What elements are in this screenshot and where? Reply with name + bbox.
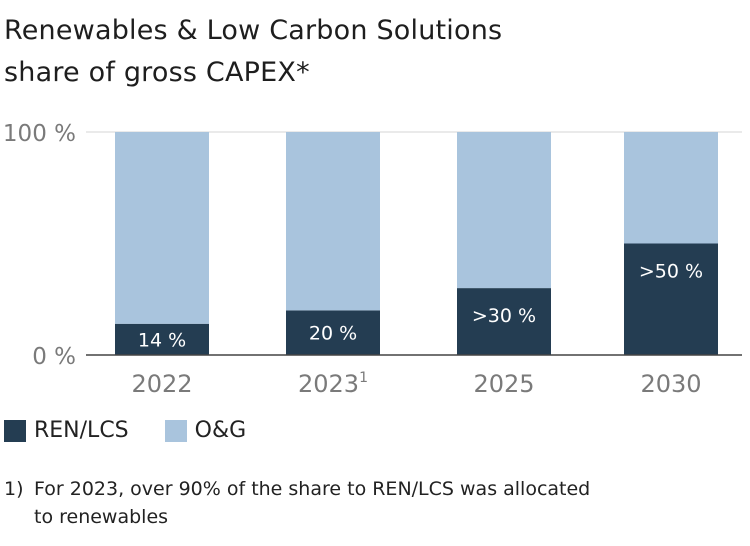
bar-ren-lcs-2025 <box>457 288 551 355</box>
legend-swatch-ren-lcs <box>4 419 26 442</box>
stacked-bar-chart: 14 % 2022 20 % 20231 >30 % 2025 >50 % 2030 0 % 10… <box>3 121 742 398</box>
footnote-number: 1) <box>4 478 24 500</box>
footnote: 1) For 2023, over 90% of the share to REN… <box>4 475 724 531</box>
chart-title-line-2: share of gross CAPEX* <box>4 57 310 88</box>
x-tick-label-2025: 2025 <box>473 370 534 398</box>
bar-o-g-2030 <box>624 132 718 244</box>
bar-ren-lcs-2030 <box>624 243 718 355</box>
bar-o-g-2023 <box>286 132 380 311</box>
chart-legend: REN/LCS O&G <box>4 418 282 443</box>
x-tick-label-2030: 2030 <box>640 370 701 398</box>
bar-o-g-2025 <box>457 132 551 289</box>
data-label-2023: 20 % <box>309 323 357 345</box>
y-tick-label-0: 0 % <box>32 344 76 370</box>
footnote-line-1: For 2023, over 90% of the share to REN/L… <box>34 478 591 500</box>
data-label-2030: >50 % <box>639 261 703 283</box>
legend-swatch-og <box>164 419 187 442</box>
x-tick-label-2022: 2022 <box>131 370 192 398</box>
chart-title: Renewables & Low Carbon Solutions share … <box>4 10 502 94</box>
data-label-2025: >30 % <box>472 305 536 327</box>
chart-title-line-1: Renewables & Low Carbon Solutions <box>4 15 503 46</box>
y-tick-label-100: 100 % <box>3 121 76 147</box>
footnote-line-2: to renewables <box>34 506 169 528</box>
legend-item-ren-lcs: REN/LCS <box>4 418 129 443</box>
x-tick-superscript-2023: 1 <box>359 370 368 386</box>
bar-ren-lcs-2022 <box>115 323 209 355</box>
x-tick-label-2023: 20231 <box>298 370 368 398</box>
bar-ren-lcs-2023 <box>286 310 380 355</box>
legend-item-og: O&G <box>164 418 247 443</box>
legend-label-ren-lcs: REN/LCS <box>34 418 129 443</box>
data-label-2022: 14 % <box>138 329 186 351</box>
bar-o-g-2022 <box>115 132 209 324</box>
legend-label-og: O&G <box>194 418 247 443</box>
